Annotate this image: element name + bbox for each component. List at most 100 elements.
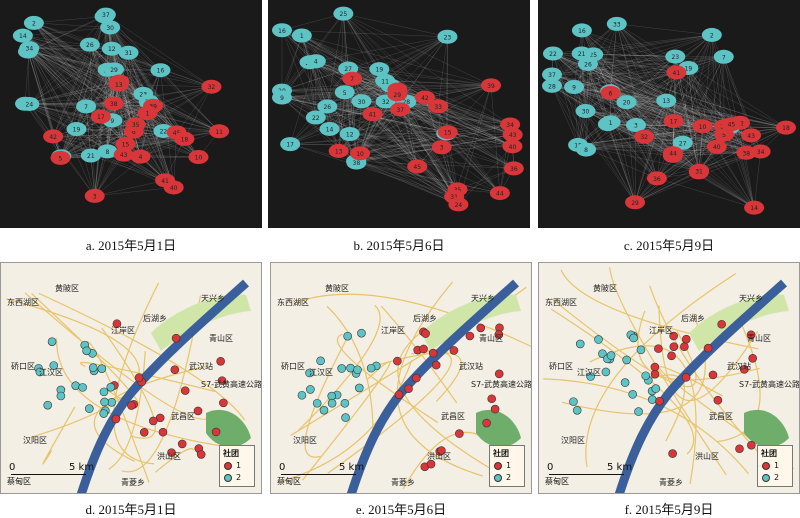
- community-node: [595, 335, 603, 343]
- network-node: 3: [85, 189, 105, 203]
- svg-text:41: 41: [673, 70, 681, 77]
- community-node: [607, 352, 615, 360]
- svg-text:26: 26: [323, 104, 331, 111]
- svg-text:7: 7: [722, 54, 726, 61]
- network-node: 23: [665, 50, 685, 64]
- map-place-label: 汉阳区: [561, 435, 585, 446]
- community-node: [178, 440, 186, 448]
- svg-text:18: 18: [782, 125, 790, 132]
- map-place-label: 汉阳区: [23, 435, 47, 446]
- network-node: 2: [24, 16, 44, 30]
- svg-text:16: 16: [278, 28, 286, 35]
- network-node: 30: [352, 94, 372, 108]
- community-node: [668, 352, 676, 360]
- community-node: [100, 388, 108, 396]
- network-node: 43: [741, 128, 761, 142]
- svg-text:39: 39: [487, 83, 495, 90]
- community-node: [709, 371, 717, 379]
- network-node: 4: [306, 54, 326, 68]
- map-place-label: 江汉区: [309, 367, 333, 378]
- network-node: 6: [601, 86, 621, 100]
- svg-text:10: 10: [356, 151, 364, 158]
- svg-text:3: 3: [440, 145, 444, 152]
- community-node: [357, 329, 365, 337]
- network-node: 17: [91, 110, 111, 124]
- network-node: 26: [578, 57, 598, 71]
- community-node: [450, 346, 458, 354]
- map-place-label: 汉阳区: [293, 435, 317, 446]
- svg-text:37: 37: [548, 72, 556, 79]
- svg-text:1: 1: [609, 120, 613, 127]
- community-node: [367, 364, 375, 372]
- community-node: [680, 343, 688, 351]
- network-node: 5: [335, 85, 355, 99]
- caption-f: f. 2015年5月9日: [569, 499, 769, 518]
- map-place-label: 青山区: [479, 333, 503, 344]
- caption-d: d. 2015年5月1日: [31, 499, 231, 518]
- network-node: 41: [362, 107, 382, 121]
- map-place-label: 江汉区: [577, 367, 601, 378]
- svg-text:33: 33: [613, 21, 621, 28]
- community-node: [219, 399, 227, 407]
- network-node: 37: [96, 8, 116, 22]
- network-node: 15: [116, 137, 136, 151]
- svg-text:16: 16: [157, 68, 165, 75]
- network-node: 38: [736, 146, 756, 160]
- svg-text:32: 32: [382, 99, 390, 106]
- community-node: [159, 428, 167, 436]
- community-node: [100, 410, 108, 418]
- legend-title: 社团: [493, 448, 509, 459]
- network-node: 5: [50, 151, 70, 165]
- community-node: [135, 374, 143, 382]
- svg-text:26: 26: [584, 61, 592, 68]
- community-node: [172, 334, 180, 342]
- community-node: [85, 405, 93, 413]
- community-node: [651, 363, 659, 371]
- svg-text:4: 4: [139, 154, 143, 161]
- map-place-label: S7-武黄高速公路: [201, 379, 262, 390]
- network-node: 29: [104, 62, 124, 76]
- network-node: 7: [76, 99, 96, 113]
- network-node: 14: [320, 122, 340, 136]
- map-place-label: 硚口区: [549, 361, 573, 372]
- svg-text:45: 45: [413, 164, 421, 171]
- community-node: [651, 370, 659, 378]
- community-node: [57, 392, 65, 400]
- svg-text:7: 7: [350, 76, 354, 83]
- map-place-label: 黄陂区: [55, 283, 79, 294]
- community-node: [354, 366, 362, 374]
- map-place-label: 青菱乡: [659, 477, 683, 488]
- svg-text:24: 24: [26, 101, 34, 108]
- svg-text:37: 37: [102, 12, 110, 19]
- community-node: [328, 392, 336, 400]
- network-node: 16: [272, 23, 292, 37]
- svg-text:29: 29: [110, 67, 118, 74]
- community-node: [320, 406, 328, 414]
- community-node: [635, 408, 643, 416]
- network-node: 24: [448, 197, 468, 211]
- network-node: 34: [19, 41, 39, 55]
- svg-text:22: 22: [549, 51, 557, 58]
- legend-title: 社团: [223, 448, 239, 459]
- network-node: 32: [201, 80, 221, 94]
- caption-a: a. 2015年5月1日: [31, 235, 231, 254]
- community-node: [623, 356, 631, 364]
- community-node: [576, 340, 584, 348]
- map-place-label: 江岸区: [649, 325, 673, 336]
- community-node: [212, 428, 220, 436]
- community-node: [83, 347, 91, 355]
- svg-text:32: 32: [640, 134, 648, 141]
- map-place-label: 青菱乡: [391, 477, 415, 488]
- svg-text:17: 17: [670, 119, 678, 126]
- svg-text:31: 31: [125, 50, 133, 57]
- svg-text:8: 8: [105, 149, 109, 156]
- map-place-label: 天兴乡: [201, 293, 225, 304]
- community-node: [317, 357, 325, 365]
- svg-text:5: 5: [343, 90, 347, 97]
- svg-text:19: 19: [73, 127, 81, 134]
- network-node: 22: [306, 111, 326, 125]
- svg-text:42: 42: [421, 95, 429, 102]
